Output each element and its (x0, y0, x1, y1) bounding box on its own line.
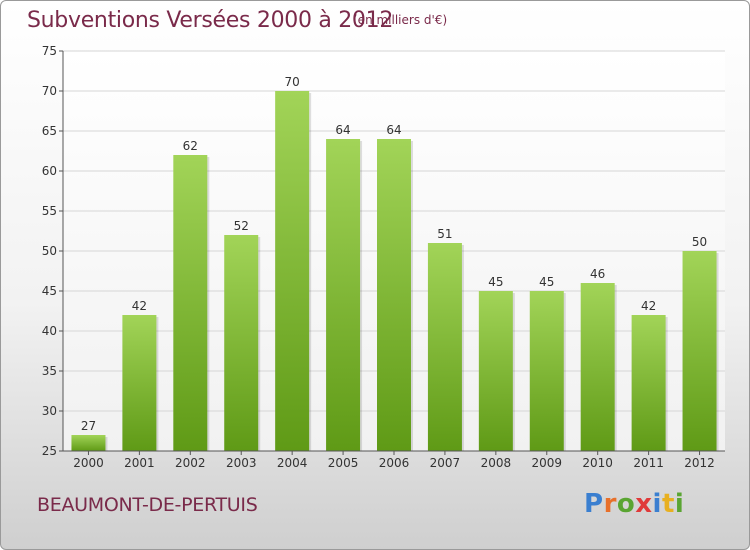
bar-2011 (631, 315, 666, 451)
commune-name: BEAUMONT-DE-PERTUIS (37, 494, 258, 516)
y-tick-label: 30 (42, 404, 57, 418)
data-label-2004: 70 (285, 75, 300, 89)
bar-2007 (427, 243, 462, 451)
x-tick-label: 2008 (481, 456, 512, 470)
data-label-2001: 42 (132, 299, 147, 313)
data-label-2008: 45 (488, 275, 503, 289)
x-tick-label: 2005 (328, 456, 359, 470)
logo-letter: t (661, 489, 675, 519)
bar-2010 (580, 283, 615, 451)
logo-letter: i (674, 489, 685, 519)
data-label-2002: 62 (183, 139, 198, 153)
y-tick-label: 35 (42, 364, 57, 378)
chart-unit-note: (en milliers d'€) (353, 13, 448, 27)
logo-letter: x (635, 489, 653, 519)
bar-2005 (326, 139, 361, 451)
x-tick-label: 2003 (226, 456, 257, 470)
logo-letter: i (652, 489, 662, 519)
x-tick-label: 2007 (430, 456, 461, 470)
x-tick-label: 2012 (684, 456, 715, 470)
y-tick-label: 50 (42, 244, 57, 258)
x-tick-label: 2011 (633, 456, 664, 470)
bar-2008 (478, 291, 513, 451)
y-tick-label: 65 (42, 124, 57, 138)
bar-2006 (377, 139, 411, 451)
x-tick-label: 2001 (124, 456, 155, 470)
x-tick-label: 2009 (531, 456, 562, 470)
data-label-2007: 51 (437, 227, 452, 241)
x-tick-label: 2002 (175, 456, 206, 470)
y-tick-label: 55 (42, 204, 57, 218)
data-label-2009: 45 (539, 275, 554, 289)
y-tick-label: 70 (42, 84, 57, 98)
x-tick-label: 2010 (582, 456, 613, 470)
bar-2000 (71, 435, 106, 451)
bar-2002 (173, 155, 208, 451)
bar-2004 (275, 91, 310, 451)
data-label-2012: 50 (692, 235, 707, 249)
logo-letter: P (584, 489, 604, 519)
bar-2001 (122, 315, 157, 451)
y-tick-label: 25 (42, 444, 57, 458)
bar-2012 (682, 251, 717, 451)
data-label-2011: 42 (641, 299, 656, 313)
y-tick-label: 45 (42, 284, 57, 298)
bar-2009 (529, 291, 564, 451)
data-label-2010: 46 (590, 267, 605, 281)
chart-title: Subventions Versées 2000 à 2012 (27, 8, 394, 33)
logo-letter: r (603, 489, 617, 519)
logo-letter: o (616, 489, 636, 519)
data-label-2006: 64 (386, 123, 401, 137)
x-tick-label: 2000 (73, 456, 104, 470)
y-tick-label: 60 (42, 164, 57, 178)
bar-2003 (224, 235, 259, 451)
y-tick-label: 40 (42, 324, 57, 338)
data-label-2005: 64 (335, 123, 350, 137)
x-tick-label: 2006 (379, 456, 410, 470)
proxiti-logo[interactable]: Proxiti (584, 489, 684, 519)
y-tick-label: 75 (42, 44, 57, 58)
data-label-2000: 27 (81, 419, 96, 433)
data-label-2003: 52 (234, 219, 249, 233)
x-tick-label: 2004 (277, 456, 308, 470)
